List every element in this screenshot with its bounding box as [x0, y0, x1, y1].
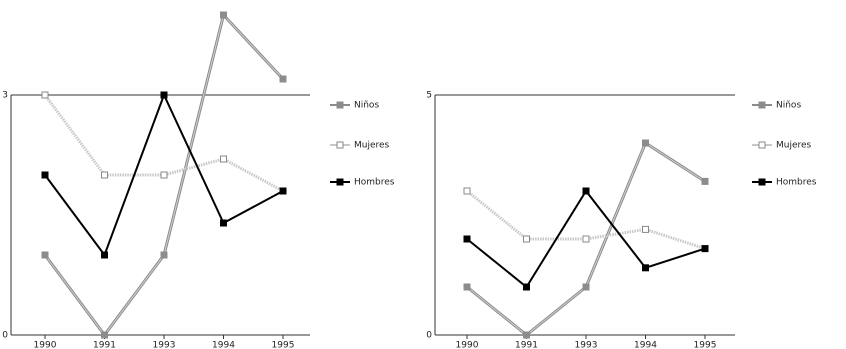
- point: [41, 171, 49, 179]
- point: [523, 331, 530, 339]
- point: [101, 171, 108, 179]
- x-tick-label: 1993: [153, 341, 176, 349]
- point: [523, 235, 530, 243]
- x-tick-label: 1995: [694, 341, 717, 349]
- point: [160, 91, 168, 99]
- x-tick-label: 1994: [634, 341, 657, 349]
- point: [463, 235, 471, 243]
- y-tick-label: 5: [426, 91, 432, 101]
- legend-label: Hombres: [354, 178, 395, 188]
- x-tick-label: 1990: [34, 341, 57, 349]
- point: [463, 283, 471, 291]
- point: [101, 251, 108, 259]
- point: [220, 11, 227, 19]
- point: [582, 283, 590, 291]
- x-tick-label: 1991: [515, 341, 538, 349]
- y-tick-label: 0: [426, 331, 432, 341]
- x-tick-label: 1995: [272, 341, 295, 349]
- legend-marker: [336, 141, 344, 149]
- point: [41, 91, 49, 99]
- series-line: [43, 94, 284, 193]
- point: [463, 187, 471, 195]
- y-tick-label: 3: [2, 91, 8, 101]
- point: [582, 235, 590, 243]
- point: [220, 155, 227, 163]
- x-tick-label: 1991: [93, 341, 116, 349]
- point: [101, 331, 108, 339]
- legend-label: Niños: [776, 101, 801, 111]
- point: [160, 171, 168, 179]
- point: [701, 245, 709, 253]
- point: [642, 264, 649, 272]
- legend-marker: [758, 178, 766, 186]
- point: [701, 177, 709, 185]
- point: [642, 139, 649, 147]
- legend-marker: [336, 178, 344, 186]
- point: [279, 187, 287, 195]
- point: [160, 251, 168, 259]
- legend-marker: [758, 141, 766, 149]
- legend-marker: [758, 101, 766, 109]
- legend-label: Mujeres: [776, 141, 812, 151]
- point: [582, 187, 590, 195]
- point: [523, 283, 530, 291]
- legend-label: Mujeres: [354, 141, 390, 151]
- legend-label: Niños: [354, 101, 379, 111]
- y-tick-label: 0: [2, 331, 8, 341]
- legend-marker: [336, 101, 344, 109]
- x-tick-label: 1993: [575, 341, 598, 349]
- x-tick-label: 1990: [456, 341, 479, 349]
- legend-label: Hombres: [776, 178, 817, 188]
- point: [279, 75, 287, 83]
- point: [642, 225, 649, 233]
- point: [220, 219, 227, 227]
- x-tick-label: 1994: [212, 341, 235, 349]
- point: [41, 251, 49, 259]
